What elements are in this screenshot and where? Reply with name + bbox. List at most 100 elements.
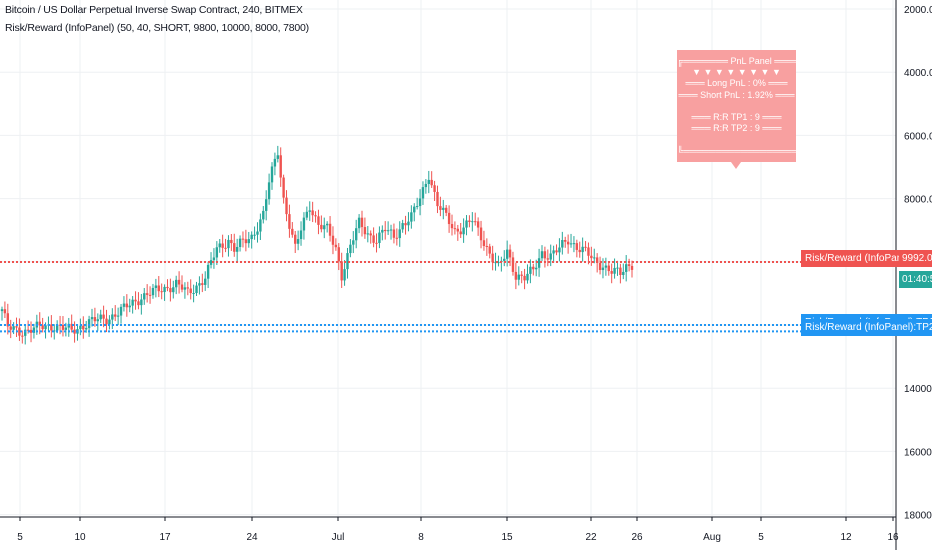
candle-body — [163, 286, 166, 293]
time-tick-label: 5 — [758, 532, 764, 543]
candle-body — [64, 327, 68, 330]
candle-body — [276, 155, 280, 159]
candle-body — [143, 293, 146, 300]
time-tick-label: 26 — [631, 532, 643, 543]
indicator-legend[interactable]: Risk/Reward (InfoPanel) (50, 40, SHORT, … — [5, 22, 309, 34]
candle-body — [82, 325, 85, 330]
candle-body — [131, 299, 134, 306]
price-tick-label: 16000.0 — [904, 447, 932, 458]
candle-body — [12, 326, 15, 330]
candle-body — [151, 287, 155, 296]
candle-body — [134, 299, 137, 302]
candle-body — [427, 179, 430, 184]
candle-body — [122, 303, 126, 307]
candle-body — [386, 230, 390, 232]
candle-body — [183, 287, 187, 290]
candle-body — [140, 299, 143, 306]
candle-body — [587, 247, 590, 256]
candle-body — [372, 235, 375, 243]
candle-body — [476, 221, 480, 228]
candle-body — [221, 243, 224, 248]
price-tick-label: 14000.0 — [904, 384, 932, 395]
candle-body — [474, 221, 477, 223]
candle-body — [325, 223, 329, 226]
candle-body — [198, 283, 201, 286]
candle-body — [575, 243, 579, 250]
candle-body — [32, 327, 36, 333]
candle-body — [337, 247, 340, 262]
candle-body — [291, 228, 294, 235]
candle-body — [174, 279, 178, 288]
time-tick-label: 5 — [17, 532, 23, 543]
candle-body — [294, 234, 297, 244]
candle-body — [494, 262, 497, 264]
candle-body — [462, 227, 465, 235]
current-price-label: 9992.0 — [899, 250, 932, 267]
candle-body — [215, 247, 219, 258]
candle-body — [415, 206, 419, 208]
candle-body — [622, 271, 625, 275]
candle-body — [264, 199, 268, 211]
candle-body — [590, 255, 593, 259]
candle-body — [18, 327, 21, 336]
candle-body — [238, 238, 242, 248]
candle-body — [465, 220, 468, 228]
candle-body — [630, 265, 634, 270]
candle-body — [444, 207, 448, 213]
time-tick-label: 8 — [418, 532, 424, 543]
candle-body — [354, 228, 358, 241]
price-tick-label: 6000.0 — [904, 131, 932, 142]
candle-body — [447, 212, 451, 225]
candle-body — [604, 265, 608, 268]
candle-body — [84, 328, 88, 330]
pnl-line — [677, 134, 796, 145]
candle-body — [328, 223, 332, 236]
candle-body — [6, 313, 10, 327]
candle-body — [378, 232, 381, 243]
candles — [0, 145, 634, 345]
candle-body — [532, 266, 535, 270]
candle-body — [105, 318, 108, 325]
candle-body — [488, 246, 491, 254]
candle-body — [607, 265, 610, 272]
candle-body — [433, 185, 436, 192]
candle-body — [404, 223, 407, 226]
candle-body — [398, 229, 401, 239]
candle-body — [343, 269, 346, 281]
candle-body — [320, 224, 323, 230]
candle-body — [270, 166, 274, 183]
candle-body — [334, 244, 338, 248]
candle-body — [468, 220, 471, 223]
candle-body — [70, 323, 73, 330]
candle-body — [3, 309, 7, 314]
candle-body — [392, 229, 396, 238]
candle-body — [401, 223, 404, 230]
bar-countdown-label: 01:40:53 — [899, 271, 932, 288]
candle-body — [395, 237, 399, 239]
candle-body — [61, 325, 65, 330]
pnl-panel: ╔═══════ PnL Panel ═══════╗ ▼ ▼ ▼ ▼ ▼ ▼ ▼… — [677, 50, 825, 162]
candle-body — [44, 325, 47, 330]
time-tick-label: Aug — [703, 532, 721, 543]
candle-body — [247, 239, 250, 244]
candle-body — [407, 221, 410, 226]
candle-body — [439, 206, 442, 210]
candle-body — [285, 197, 288, 215]
candle-body — [296, 239, 300, 244]
candle-body — [610, 271, 613, 274]
candle-body — [233, 243, 236, 252]
candle-body — [314, 215, 317, 217]
candle-body — [230, 239, 233, 244]
candle-body — [549, 253, 552, 260]
candle-body — [471, 221, 474, 223]
candle-body — [227, 239, 230, 249]
candle-body — [15, 326, 18, 328]
candle-body — [204, 278, 207, 285]
candle-body — [624, 264, 628, 272]
candle-body — [540, 251, 544, 259]
candle-body — [520, 274, 523, 276]
candle-body — [186, 287, 190, 289]
candle-body — [29, 329, 33, 333]
candle-body — [366, 233, 370, 235]
